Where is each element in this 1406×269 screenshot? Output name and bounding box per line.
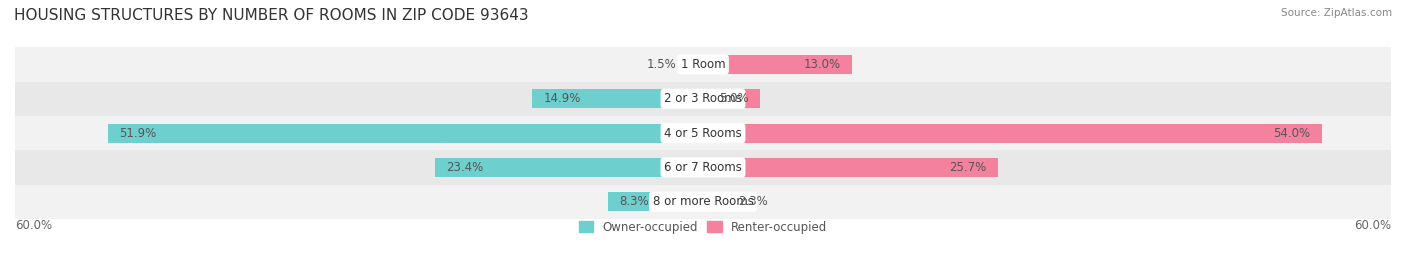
Bar bbox=[15, 185, 1391, 219]
Text: 13.0%: 13.0% bbox=[803, 58, 841, 71]
Bar bbox=[703, 89, 761, 108]
Bar bbox=[15, 82, 1391, 116]
Bar bbox=[607, 192, 703, 211]
Text: 60.0%: 60.0% bbox=[1354, 219, 1391, 232]
Bar bbox=[703, 158, 998, 177]
Text: 5.0%: 5.0% bbox=[720, 92, 749, 105]
Bar bbox=[15, 150, 1391, 185]
Text: HOUSING STRUCTURES BY NUMBER OF ROOMS IN ZIP CODE 93643: HOUSING STRUCTURES BY NUMBER OF ROOMS IN… bbox=[14, 8, 529, 23]
Bar bbox=[15, 47, 1391, 82]
Text: 23.4%: 23.4% bbox=[446, 161, 484, 174]
Bar bbox=[686, 55, 703, 74]
Text: 1 Room: 1 Room bbox=[681, 58, 725, 71]
Text: 54.0%: 54.0% bbox=[1274, 127, 1310, 140]
Text: 2 or 3 Rooms: 2 or 3 Rooms bbox=[664, 92, 742, 105]
Bar bbox=[703, 192, 730, 211]
Text: 25.7%: 25.7% bbox=[949, 161, 986, 174]
Bar bbox=[15, 116, 1391, 150]
Text: 8 or more Rooms: 8 or more Rooms bbox=[652, 195, 754, 208]
Text: 4 or 5 Rooms: 4 or 5 Rooms bbox=[664, 127, 742, 140]
Text: 60.0%: 60.0% bbox=[15, 219, 52, 232]
Text: 1.5%: 1.5% bbox=[647, 58, 676, 71]
Bar bbox=[703, 124, 1322, 143]
Bar bbox=[531, 89, 703, 108]
Text: 14.9%: 14.9% bbox=[544, 92, 581, 105]
Text: 2.3%: 2.3% bbox=[738, 195, 768, 208]
Text: 6 or 7 Rooms: 6 or 7 Rooms bbox=[664, 161, 742, 174]
Text: Source: ZipAtlas.com: Source: ZipAtlas.com bbox=[1281, 8, 1392, 18]
Text: 51.9%: 51.9% bbox=[120, 127, 156, 140]
Text: 8.3%: 8.3% bbox=[619, 195, 650, 208]
Bar bbox=[434, 158, 703, 177]
Bar bbox=[108, 124, 703, 143]
Bar bbox=[703, 55, 852, 74]
Legend: Owner-occupied, Renter-occupied: Owner-occupied, Renter-occupied bbox=[579, 221, 827, 233]
